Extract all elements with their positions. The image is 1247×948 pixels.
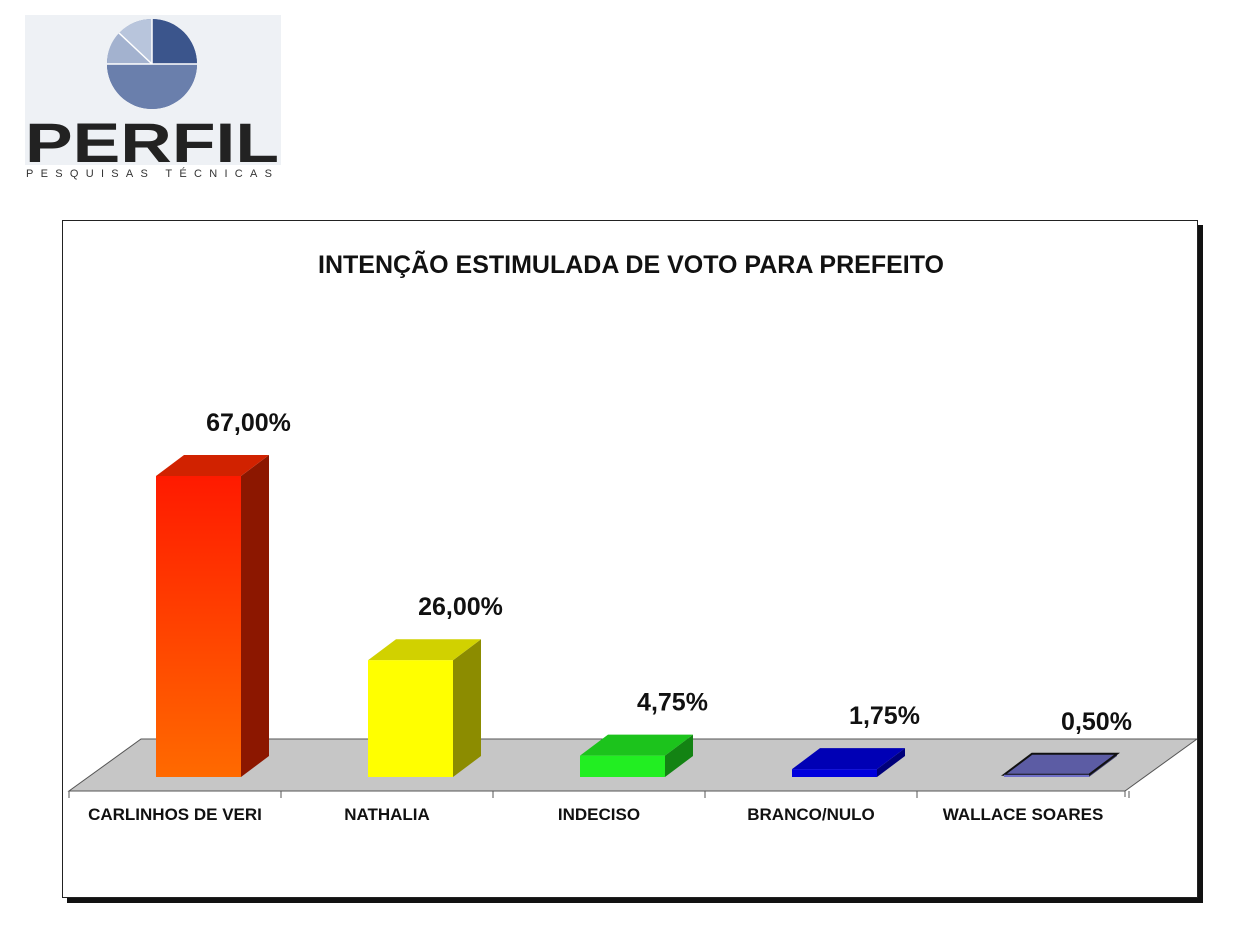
perfil-logo: PERFIL PESQUISAS TÉCNICAS	[25, 15, 283, 183]
bar-indeciso	[580, 734, 693, 777]
value-label-carlinhos-de-veri: 67,00%	[206, 409, 291, 437]
bar-top-branco-nulo	[792, 748, 905, 770]
bar-side-nathalia	[453, 639, 481, 777]
bar-carlinhos-de-veri	[156, 455, 269, 777]
bar-side-carlinhos-de-veri	[241, 455, 269, 777]
category-label-branco-nulo: BRANCO/NULO	[747, 805, 875, 824]
bar-top-carlinhos-de-veri	[156, 455, 269, 476]
chart-title: INTENÇÃO ESTIMULADA DE VOTO PARA PREFEIT…	[318, 249, 944, 279]
logo-word: PERFIL	[25, 111, 279, 174]
bar-wallace-soares	[1001, 752, 1120, 777]
bar-front-nathalia	[368, 660, 453, 777]
value-label-branco-nulo: 1,75%	[849, 702, 920, 730]
value-label-indeciso: 4,75%	[637, 689, 708, 717]
x-axis-ticks	[68, 791, 1130, 798]
bar-front-carlinhos-de-veri	[156, 476, 241, 777]
bar-nathalia	[368, 639, 481, 777]
bar-branco-nulo	[792, 748, 905, 777]
value-label-wallace-soares: 0,50%	[1061, 708, 1132, 736]
bar-top-nathalia	[368, 639, 481, 661]
bar-chart: INTENÇÃO ESTIMULADA DE VOTO PARA PREFEIT…	[67, 249, 1197, 824]
logo-pie-icon	[106, 18, 197, 109]
value-labels: 67,00% 26,00% 4,75% 1,75% 0,50%	[206, 409, 1132, 736]
logo-tagline: PESQUISAS TÉCNICAS	[26, 167, 280, 180]
chart-frame: INTENÇÃO ESTIMULADA DE VOTO PARA PREFEIT…	[62, 220, 1198, 898]
bar-side-indeciso	[665, 734, 693, 777]
bar-top-indeciso	[580, 734, 693, 756]
category-label-carlinhos-de-veri: CARLINHOS DE VERI	[88, 805, 262, 824]
category-labels: CARLINHOS DE VERI NATHALIA INDECISO BRANCO/…	[88, 805, 1103, 824]
value-label-nathalia: 26,00%	[418, 593, 503, 621]
bar-front-branco-nulo	[792, 769, 877, 777]
category-label-indeciso: INDECISO	[558, 805, 640, 824]
bar-front-wallace-soares	[1004, 774, 1089, 777]
bar-front-indeciso	[580, 755, 665, 777]
category-label-wallace-soares: WALLACE SOARES	[943, 805, 1104, 824]
bars	[156, 455, 1120, 777]
category-label-nathalia: NATHALIA	[344, 805, 430, 824]
bar-side-branco-nulo	[877, 748, 905, 777]
